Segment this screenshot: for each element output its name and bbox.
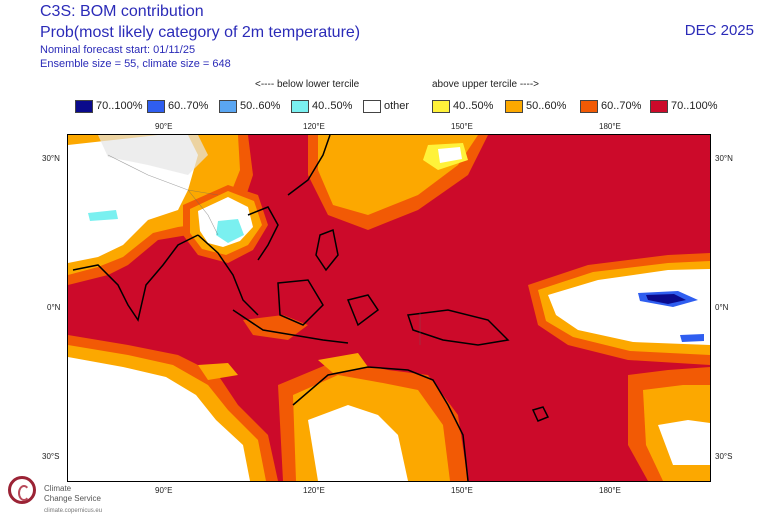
chart-title: C3S: BOM contribution bbox=[40, 3, 204, 20]
sulawesi bbox=[346, 294, 380, 327]
logo-line2: Change Service bbox=[44, 494, 101, 503]
india-region bbox=[68, 135, 253, 285]
below-tercile-label: <---- below lower tercile bbox=[255, 79, 360, 90]
lon-tick-bottom: 180°E bbox=[599, 486, 621, 495]
lon-tick-bottom: 150°E bbox=[451, 486, 473, 495]
legend-item: 40..50% bbox=[432, 98, 493, 114]
lat-tick-left: 0°N bbox=[47, 303, 61, 312]
lat-tick-right: 30°N bbox=[715, 154, 733, 163]
north-pacific-band bbox=[308, 135, 488, 230]
forecast-period: DEC 2025 bbox=[684, 22, 754, 39]
logo-line1: Climate bbox=[44, 484, 72, 493]
map-svg bbox=[68, 135, 710, 481]
ensemble-size-text: Ensemble size = 55, climate size = 648 bbox=[40, 58, 231, 70]
chart-subtitle: Prob(most likely category of 2m temperat… bbox=[40, 24, 361, 41]
legend-label: other bbox=[384, 100, 410, 112]
legend-swatch bbox=[505, 99, 523, 113]
legend-swatch bbox=[219, 99, 237, 113]
copernicus-logo: Climate Change Service climate.copernicu… bbox=[4, 474, 154, 520]
legend-swatch bbox=[580, 99, 598, 113]
sumatra-java bbox=[232, 309, 349, 344]
legend-swatch bbox=[291, 99, 309, 113]
lon-tick-bottom: 120°E bbox=[303, 486, 325, 495]
legend-item: 70..100% bbox=[75, 98, 142, 114]
borders bbox=[107, 154, 421, 345]
legend-item: 70..100% bbox=[650, 98, 717, 114]
legend-swatch bbox=[650, 99, 668, 113]
legend-item: 50..60% bbox=[505, 98, 566, 114]
lon-tick-top: 180°E bbox=[599, 122, 621, 131]
legend-label: 70..100% bbox=[96, 100, 143, 112]
legend-swatch bbox=[75, 99, 93, 113]
australia-coast bbox=[292, 366, 469, 481]
lon-tick-bottom: 90°E bbox=[155, 486, 173, 495]
legend-swatch bbox=[432, 99, 450, 113]
india-coast bbox=[72, 234, 199, 322]
lon-tick-top: 90°E bbox=[155, 122, 173, 131]
philippines bbox=[315, 228, 339, 272]
legend-item: 60..70% bbox=[580, 98, 641, 114]
maritime-continent-patches bbox=[243, 315, 368, 373]
vietnam-coast bbox=[247, 206, 279, 261]
color-legend: 70..100% 60..70% 50..60% 40..50% other 40..50… bbox=[75, 98, 725, 114]
new-caledonia bbox=[531, 406, 550, 422]
south-pacific-region bbox=[628, 367, 710, 481]
above-tercile-label: above upper tercile ----> bbox=[432, 79, 539, 90]
logo-url: climate.copernicus.eu bbox=[44, 508, 103, 514]
australia-region bbox=[278, 360, 468, 481]
legend-swatch bbox=[363, 99, 381, 113]
south-indian-ocean-region bbox=[68, 335, 278, 481]
lat-tick-right: 30°S bbox=[715, 452, 733, 461]
lon-tick-top: 150°E bbox=[451, 122, 473, 131]
probability-map bbox=[67, 134, 711, 482]
indochina-region bbox=[183, 185, 268, 263]
legend-swatch bbox=[147, 99, 165, 113]
legend-label: 50..60% bbox=[526, 100, 567, 112]
forecast-start-text: Nominal forecast start: 01/11/25 bbox=[40, 44, 196, 56]
legend-item: other bbox=[363, 98, 409, 114]
lat-tick-left: 30°N bbox=[42, 154, 60, 163]
coastlines bbox=[72, 135, 550, 481]
legend-item: 50..60% bbox=[219, 98, 280, 114]
legend-item: 40..50% bbox=[291, 98, 352, 114]
legend-label: 70..100% bbox=[671, 100, 718, 112]
east-pacific-region bbox=[528, 253, 710, 365]
lon-tick-top: 120°E bbox=[303, 122, 325, 131]
legend-label: 50..60% bbox=[240, 100, 281, 112]
malay-peninsula-coast bbox=[197, 234, 259, 316]
new-guinea bbox=[406, 309, 510, 346]
china-coast bbox=[287, 135, 331, 196]
legend-item: 60..70% bbox=[147, 98, 208, 114]
legend-label: 40..50% bbox=[453, 100, 494, 112]
legend-label: 60..70% bbox=[601, 100, 642, 112]
lat-tick-left: 30°S bbox=[42, 452, 60, 461]
copernicus-logo-icon bbox=[8, 476, 36, 504]
legend-label: 60..70% bbox=[168, 100, 209, 112]
borneo bbox=[277, 279, 324, 326]
legend-label: 40..50% bbox=[312, 100, 353, 112]
lat-tick-right: 0°N bbox=[715, 303, 729, 312]
